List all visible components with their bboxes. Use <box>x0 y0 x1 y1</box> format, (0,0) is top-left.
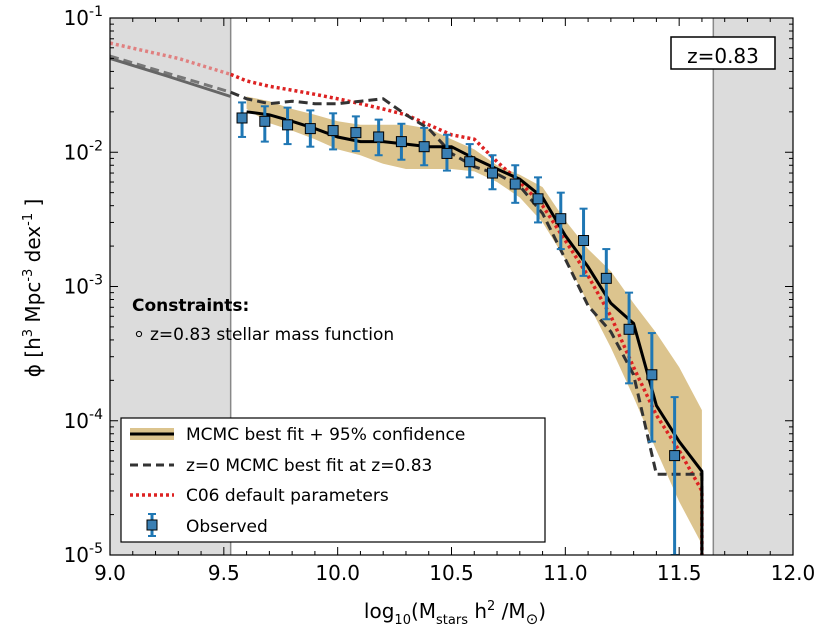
x-axis-label: log10(Mstars h2 /M⊙) <box>364 599 546 628</box>
observed-point <box>600 272 612 284</box>
observed-point <box>509 178 521 190</box>
observed-point <box>373 131 385 143</box>
c06-line <box>230 72 704 555</box>
observed-point <box>418 141 430 153</box>
observed-point <box>304 123 316 135</box>
best-fit-extension <box>110 56 232 98</box>
x-tick-label: 11.5 <box>657 561 702 585</box>
observed-point <box>236 112 248 124</box>
observed-point <box>441 147 453 159</box>
x-tick-label: 9.5 <box>208 561 240 585</box>
legend-label-z0: z=0 MCMC best fit at z=0.83 <box>186 456 432 476</box>
observed-point <box>623 323 635 335</box>
observed-point <box>259 115 271 127</box>
observed-point <box>555 213 567 225</box>
best-fit-line <box>246 110 704 555</box>
legend-observed-swatch <box>146 513 158 537</box>
y-tick-label: 10-3 <box>64 273 103 299</box>
excluded-region <box>713 18 793 555</box>
legend-label-c06: C06 default parameters <box>186 486 389 506</box>
x-tick-label: 12.0 <box>771 561 816 585</box>
plot-area: 9.0 9.5 10.0 10.5 11.0 11.5 12.0 10-5 10-4 10-3 10… <box>64 4 816 585</box>
observed-point <box>646 369 658 381</box>
y-tick-label: 10-4 <box>64 407 104 433</box>
observed-point <box>532 193 544 205</box>
x-tick-label: 10.0 <box>315 561 360 585</box>
y-tick-label: 10-1 <box>64 4 103 30</box>
y-tick-label: 10-2 <box>64 138 103 164</box>
x-tick-label: 10.5 <box>429 561 474 585</box>
observed-point <box>282 119 294 131</box>
legend-label-observed: Observed <box>186 517 268 537</box>
observed-point <box>350 127 362 139</box>
observed-point <box>669 450 681 462</box>
observed-point <box>395 136 407 148</box>
legend-label-best: MCMC best fit + 95% confidence <box>186 425 465 445</box>
legend: MCMC best fit + 95% confidence z=0 MCMC … <box>120 417 546 543</box>
constraints-title: Constraints: <box>132 296 249 316</box>
constraint-bullet-icon <box>135 330 143 338</box>
redshift-label: z=0.83 <box>670 36 776 70</box>
x-tick-label: 11.0 <box>543 561 588 585</box>
plot-data-layer <box>110 18 793 555</box>
observed-point <box>327 125 339 137</box>
redshift-text: z=0.83 <box>687 44 759 68</box>
z0-fit-line-excluded <box>110 54 232 94</box>
y-axis-label: ϕ [h3 Mpc-3 dex-1 ] <box>21 199 45 378</box>
observed-point <box>578 235 590 247</box>
constraints-item: z=0.83 stellar mass function <box>150 325 394 345</box>
observed-point <box>464 156 476 168</box>
x-tick-label: 9.0 <box>94 561 126 585</box>
observed-point <box>486 167 498 179</box>
y-tick-label: 10-5 <box>64 541 103 567</box>
